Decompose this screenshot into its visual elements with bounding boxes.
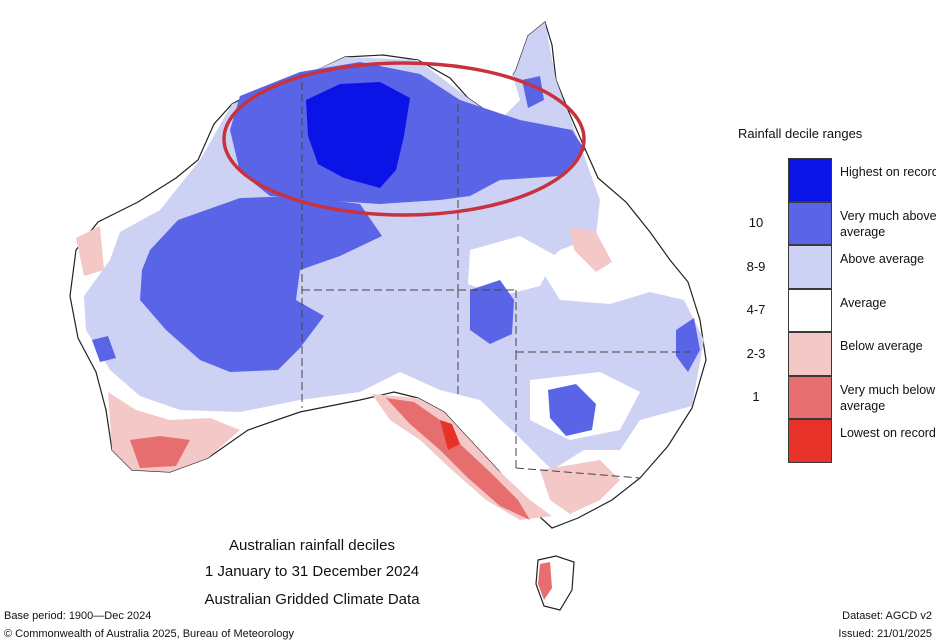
- legend-label: Very much below average: [840, 382, 936, 413]
- legend-decile-code: 8-9: [746, 258, 766, 274]
- region-average-north: [470, 66, 520, 120]
- legend-decile-code: 10: [748, 215, 764, 231]
- legend-decile-code: 4-7: [746, 302, 766, 318]
- legend-item: 8-9 Above average: [712, 245, 932, 289]
- region-very-much-above-qld: [470, 280, 514, 344]
- legend-title: Rainfall decile ranges: [738, 126, 863, 141]
- legend-item: 2-3 Below average: [712, 332, 932, 376]
- region-below-average-wa-nw: [76, 226, 104, 276]
- legend-swatch: [788, 375, 832, 419]
- legend-item: Highest on record: [712, 158, 936, 202]
- copyright: © Commonwealth of Australia 2025, Bureau…: [4, 628, 294, 640]
- legend-item: 1 Very much below average: [712, 375, 935, 419]
- region-very-much-above-coast: [676, 318, 700, 372]
- legend-item: Lowest on record: [712, 419, 936, 463]
- legend-swatch: [788, 158, 832, 202]
- region-very-much-above-sa: [548, 384, 596, 436]
- legend-swatch: [788, 419, 832, 463]
- legend-swatch: [788, 245, 832, 289]
- map-period: 1 January to 31 December 2024: [204, 563, 420, 580]
- region-average-east: [468, 236, 556, 296]
- region-very-much-below-sw: [130, 436, 190, 468]
- tasmania-below-average: [538, 562, 552, 600]
- map-dataset-name: Australian Gridded Climate Data: [204, 591, 420, 608]
- legend-item: 10 Very much above average: [712, 201, 936, 245]
- legend-item: 4-7 Average: [712, 288, 932, 332]
- region-very-much-below-sa: [386, 398, 530, 520]
- region-very-much-above-wa: [140, 196, 382, 372]
- state-borders: [301, 82, 690, 479]
- legend-swatch: [788, 201, 832, 245]
- legend-swatch: [788, 332, 832, 376]
- legend-label: Lowest on record: [840, 426, 936, 440]
- legend-label: Below average: [840, 339, 923, 353]
- region-very-much-above-wa-sw: [92, 336, 116, 362]
- legend-decile-code: 1: [752, 389, 760, 405]
- legend-label: Average: [840, 295, 887, 310]
- legend-label: Very much above average: [840, 208, 936, 239]
- region-lowest-on-record: [440, 420, 460, 450]
- highlight-ellipse: [222, 61, 586, 217]
- legend-decile-code: 2-3: [746, 345, 766, 361]
- issued-date: Issued: 21/01/2025: [838, 628, 932, 640]
- region-highest-on-record: [306, 82, 410, 188]
- legend-label: Highest on record: [840, 165, 936, 179]
- legend-swatch: [788, 288, 832, 332]
- dataset-label: Dataset: AGCD v2: [842, 610, 932, 622]
- map-title: Australian rainfall deciles: [229, 537, 395, 554]
- region-below-average-vic: [540, 460, 620, 514]
- legend-label: Above average: [840, 252, 925, 266]
- region-below-average-qld: [570, 226, 612, 272]
- base-period: Base period: 1900—Dec 2024: [4, 610, 152, 622]
